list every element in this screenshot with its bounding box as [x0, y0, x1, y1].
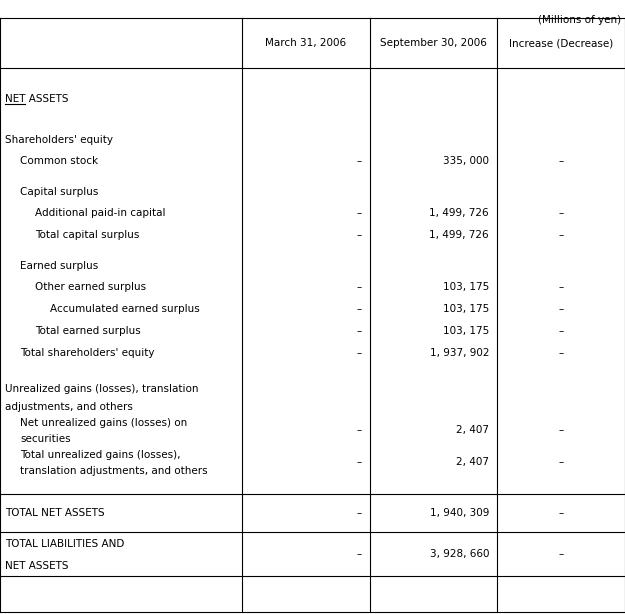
- Text: –: –: [357, 156, 362, 166]
- Text: 1, 937, 902: 1, 937, 902: [429, 348, 489, 358]
- Text: Increase (Decrease): Increase (Decrease): [509, 38, 613, 48]
- Text: –: –: [357, 304, 362, 314]
- Text: –: –: [558, 425, 564, 435]
- Text: –: –: [357, 425, 362, 435]
- Text: securities: securities: [20, 434, 71, 444]
- Text: 1, 940, 309: 1, 940, 309: [429, 508, 489, 518]
- Text: –: –: [357, 508, 362, 518]
- Text: NET ASSETS: NET ASSETS: [5, 561, 69, 571]
- Text: September 30, 2006: September 30, 2006: [380, 38, 487, 48]
- Text: TOTAL NET ASSETS: TOTAL NET ASSETS: [5, 508, 104, 518]
- Text: –: –: [357, 549, 362, 559]
- Text: –: –: [357, 457, 362, 467]
- Text: 103, 175: 103, 175: [442, 304, 489, 314]
- Text: (Millions of yen): (Millions of yen): [538, 15, 621, 25]
- Text: 103, 175: 103, 175: [442, 326, 489, 336]
- Text: –: –: [357, 326, 362, 336]
- Text: adjustments, and others: adjustments, and others: [5, 402, 133, 411]
- Text: Total capital surplus: Total capital surplus: [35, 230, 139, 240]
- Text: Common stock: Common stock: [20, 156, 98, 166]
- Text: –: –: [558, 326, 564, 336]
- Text: 2, 407: 2, 407: [456, 457, 489, 467]
- Text: NET ASSETS: NET ASSETS: [5, 94, 69, 104]
- Text: Other earned surplus: Other earned surplus: [35, 282, 146, 292]
- Text: –: –: [558, 304, 564, 314]
- Text: 3, 928, 660: 3, 928, 660: [429, 549, 489, 559]
- Text: 1, 499, 726: 1, 499, 726: [429, 230, 489, 240]
- Text: 335, 000: 335, 000: [443, 156, 489, 166]
- Text: 2, 407: 2, 407: [456, 425, 489, 435]
- Text: –: –: [357, 230, 362, 240]
- Text: Net unrealized gains (losses) on: Net unrealized gains (losses) on: [20, 418, 188, 428]
- Text: –: –: [558, 282, 564, 292]
- Text: translation adjustments, and others: translation adjustments, and others: [20, 466, 208, 476]
- Text: –: –: [357, 282, 362, 292]
- Text: –: –: [558, 156, 564, 166]
- Text: Earned surplus: Earned surplus: [20, 261, 98, 271]
- Text: –: –: [357, 348, 362, 358]
- Text: Accumulated earned surplus: Accumulated earned surplus: [50, 304, 200, 314]
- Text: Total earned surplus: Total earned surplus: [35, 326, 141, 336]
- Text: TOTAL LIABILITIES AND: TOTAL LIABILITIES AND: [5, 539, 124, 549]
- Text: 1, 499, 726: 1, 499, 726: [429, 208, 489, 218]
- Text: Capital surplus: Capital surplus: [20, 187, 98, 197]
- Text: Total shareholders' equity: Total shareholders' equity: [20, 348, 154, 358]
- Text: –: –: [558, 208, 564, 218]
- Text: Shareholders' equity: Shareholders' equity: [5, 135, 113, 145]
- Text: –: –: [558, 348, 564, 358]
- Text: March 31, 2006: March 31, 2006: [266, 38, 346, 48]
- Text: Additional paid-in capital: Additional paid-in capital: [35, 208, 166, 218]
- Text: 103, 175: 103, 175: [442, 282, 489, 292]
- Text: Unrealized gains (losses), translation: Unrealized gains (losses), translation: [5, 384, 199, 395]
- Text: –: –: [558, 549, 564, 559]
- Text: –: –: [357, 208, 362, 218]
- Text: –: –: [558, 230, 564, 240]
- Text: –: –: [558, 457, 564, 467]
- Text: Total unrealized gains (losses),: Total unrealized gains (losses),: [20, 450, 181, 460]
- Text: –: –: [558, 508, 564, 518]
